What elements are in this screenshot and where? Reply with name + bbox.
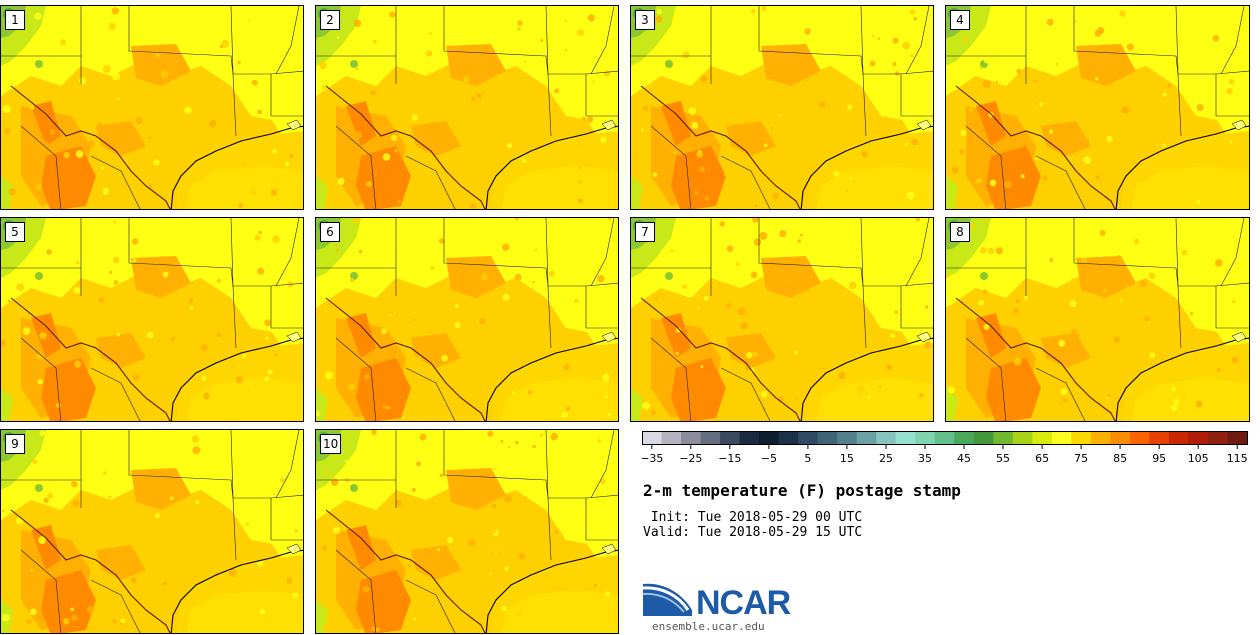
colorbar-swatch [1013, 432, 1033, 444]
ensemble-member-label: 4 [950, 10, 970, 30]
colorbar-swatch [1032, 432, 1052, 444]
colorbar-swatch [1091, 432, 1111, 444]
colorbar-tick-label: 55 [996, 452, 1010, 465]
ensemble-member-label: 5 [5, 222, 25, 242]
colorbar-swatch [1169, 432, 1189, 444]
temperature-map [946, 218, 1250, 422]
postage-stamp-panel[interactable]: 5 [0, 217, 304, 422]
colorbar-swatch [779, 432, 799, 444]
colorbar-tick-label: 85 [1113, 452, 1127, 465]
colorbar-swatch [915, 432, 935, 444]
colorbar-tick-label: 15 [840, 452, 854, 465]
postage-stamp-panel[interactable]: 4 [945, 5, 1250, 210]
colorbar-tick-label: 65 [1035, 452, 1049, 465]
colorbar-swatch [1208, 432, 1228, 444]
colorbar-swatch [740, 432, 760, 444]
ensemble-member-label: 2 [320, 10, 340, 30]
postage-stamp-panel[interactable]: 9 [0, 429, 304, 634]
ensemble-member-label: 6 [320, 222, 340, 242]
temperature-map [316, 218, 619, 422]
colorbar-swatch [720, 432, 740, 444]
temperature-map [1, 218, 304, 422]
colorbar-swatch [1130, 432, 1150, 444]
colorbar-tick-label: 105 [1188, 452, 1209, 465]
ncar-logo[interactable]: NCAR ensemble.ucar.edu [642, 578, 802, 634]
colorbar-swatch [759, 432, 779, 444]
ensemble-member-label: 1 [5, 10, 25, 30]
colorbar-swatch [857, 432, 877, 444]
colorbar-swatch [1071, 432, 1091, 444]
valid-time: Valid: Tue 2018-05-29 15 UTC [643, 525, 862, 540]
colorbar-tick-label: −25 [679, 452, 702, 465]
ensemble-member-label: 3 [635, 10, 655, 30]
colorbar-swatch [1149, 432, 1169, 444]
colorbar-tick-label: 95 [1152, 452, 1166, 465]
plot-title: 2-m temperature (F) postage stamp [643, 481, 961, 500]
colorbar-tick-label: 115 [1227, 452, 1248, 465]
postage-stamp-panel[interactable]: 1 [0, 5, 304, 210]
temperature-map [631, 218, 934, 422]
colorbar-swatch [1052, 432, 1072, 444]
temperature-map [631, 6, 934, 210]
colorbar-tick-label: −5 [761, 452, 777, 465]
postage-stamp-panel[interactable]: 8 [945, 217, 1250, 422]
colorbar-tick-label: −15 [718, 452, 741, 465]
postage-stamp-panel[interactable]: 6 [315, 217, 619, 422]
ncar-swoosh-icon [642, 578, 694, 618]
colorbar-tick-label: 25 [879, 452, 893, 465]
colorbar-tick-label: 75 [1074, 452, 1088, 465]
ensemble-member-label: 10 [320, 434, 341, 454]
postage-stamp-panel[interactable]: 2 [315, 5, 619, 210]
colorbar-swatch [974, 432, 994, 444]
colorbar-swatch [935, 432, 955, 444]
temperature-map [1, 6, 304, 210]
colorbar-swatch [954, 432, 974, 444]
colorbar-swatch [896, 432, 916, 444]
temperature-map [316, 430, 619, 634]
colorbar-swatch [1188, 432, 1208, 444]
colorbar-tick-label: 45 [957, 452, 971, 465]
colorbar-swatch [681, 432, 701, 444]
colorbar-tick-label: 35 [918, 452, 932, 465]
temperature-colorbar: −35 −25 −15 −5 5 15 25 35 45 55 65 75 85 95 105 115 [642, 431, 1254, 467]
colorbar-swatch [818, 432, 838, 444]
colorbar-tick-label: −35 [642, 452, 663, 465]
logo-wordmark: NCAR [696, 584, 790, 623]
colorbar-swatch [642, 432, 662, 444]
colorbar-swatch [701, 432, 721, 444]
temperature-map [1, 430, 304, 634]
ensemble-member-label: 7 [635, 222, 655, 242]
ensemble-member-label: 9 [5, 434, 25, 454]
init-time: Init: Tue 2018-05-29 00 UTC [643, 510, 862, 525]
postage-stamp-panel[interactable]: 7 [630, 217, 934, 422]
logo-url[interactable]: ensemble.ucar.edu [652, 620, 765, 633]
colorbar-swatch [662, 432, 682, 444]
ensemble-member-label: 8 [950, 222, 970, 242]
colorbar-swatch [1227, 432, 1247, 444]
colorbar-swatch [837, 432, 857, 444]
colorbar-swatch [993, 432, 1013, 444]
postage-stamp-panel[interactable]: 10 [315, 429, 619, 634]
postage-stamp-panel[interactable]: 3 [630, 5, 934, 210]
colorbar-tick-label: 5 [804, 452, 811, 465]
temperature-map [316, 6, 619, 210]
colorbar-swatch [1110, 432, 1130, 444]
colorbar-swatch [798, 432, 818, 444]
colorbar-swatch [876, 432, 896, 444]
temperature-map [946, 6, 1250, 210]
